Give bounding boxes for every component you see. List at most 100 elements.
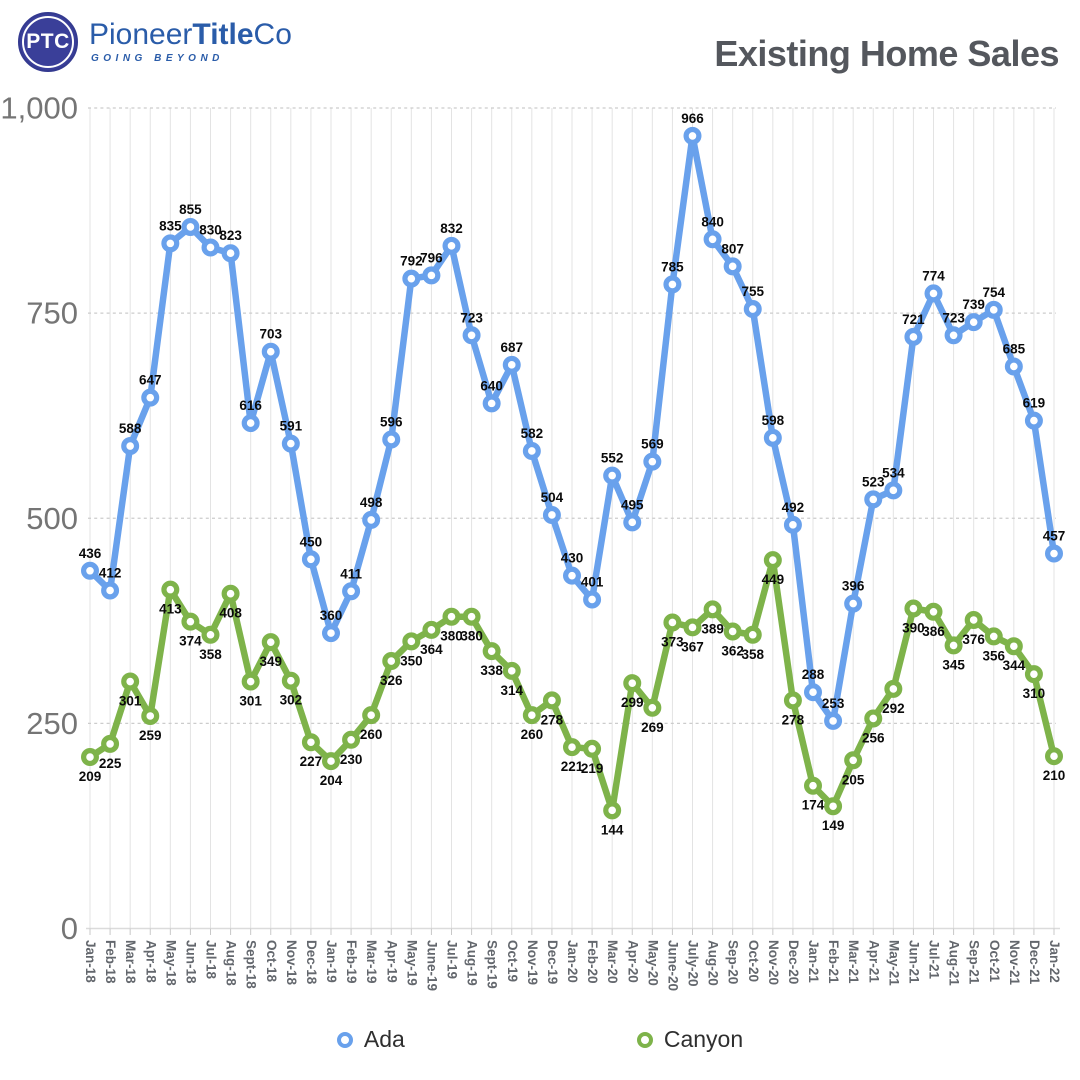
data-point bbox=[844, 751, 863, 770]
data-point bbox=[683, 126, 702, 145]
svg-text:Apr-19: Apr-19 bbox=[384, 940, 399, 983]
svg-text:292: 292 bbox=[882, 701, 905, 716]
svg-text:358: 358 bbox=[199, 647, 222, 662]
data-point bbox=[763, 551, 782, 570]
svg-text:259: 259 bbox=[139, 728, 162, 743]
svg-text:301: 301 bbox=[239, 694, 262, 709]
series-canyon bbox=[80, 551, 1063, 820]
data-point bbox=[281, 434, 300, 453]
data-point bbox=[402, 269, 421, 288]
data-point bbox=[1004, 357, 1023, 376]
svg-text:Jan-20: Jan-20 bbox=[565, 940, 580, 983]
svg-text:Nov-20: Nov-20 bbox=[766, 940, 781, 985]
svg-text:May-18: May-18 bbox=[163, 940, 178, 986]
svg-text:373: 373 bbox=[661, 634, 684, 649]
data-point bbox=[422, 266, 441, 285]
svg-text:278: 278 bbox=[541, 712, 564, 727]
svg-text:830: 830 bbox=[199, 222, 222, 237]
svg-text:807: 807 bbox=[721, 241, 744, 256]
brand-tagline: GOING BEYOND bbox=[91, 53, 224, 64]
svg-text:588: 588 bbox=[119, 421, 142, 436]
data-point bbox=[663, 613, 682, 632]
svg-text:0: 0 bbox=[61, 911, 78, 946]
data-point bbox=[1024, 665, 1043, 684]
svg-text:647: 647 bbox=[139, 373, 162, 388]
data-point bbox=[603, 466, 622, 485]
chart-legend: Ada Canyon bbox=[0, 1026, 1080, 1053]
pioneer-title-logo: PTC PioneerTitleCo GOING BEYOND bbox=[18, 12, 292, 72]
svg-text:Sep-20: Sep-20 bbox=[726, 940, 741, 984]
data-point bbox=[101, 734, 120, 753]
svg-text:227: 227 bbox=[300, 754, 323, 769]
svg-text:685: 685 bbox=[1003, 341, 1026, 356]
svg-text:755: 755 bbox=[741, 284, 764, 299]
data-point bbox=[101, 581, 120, 600]
svg-text:Mar-20: Mar-20 bbox=[605, 940, 620, 984]
data-point bbox=[442, 607, 461, 626]
svg-text:411: 411 bbox=[340, 566, 362, 581]
svg-text:754: 754 bbox=[982, 285, 1005, 300]
data-point bbox=[723, 622, 742, 641]
svg-text:364: 364 bbox=[420, 642, 443, 657]
data-point bbox=[944, 326, 963, 345]
data-point bbox=[261, 633, 280, 652]
svg-text:301: 301 bbox=[119, 694, 142, 709]
svg-text:492: 492 bbox=[782, 500, 805, 515]
svg-text:Nov-21: Nov-21 bbox=[1007, 940, 1022, 986]
data-point bbox=[924, 602, 943, 621]
data-point bbox=[562, 566, 581, 585]
svg-text:552: 552 bbox=[601, 451, 624, 466]
svg-text:380: 380 bbox=[440, 629, 463, 644]
svg-text:Aug-18: Aug-18 bbox=[224, 940, 239, 986]
svg-text:687: 687 bbox=[500, 340, 523, 355]
data-point bbox=[542, 505, 561, 524]
svg-text:338: 338 bbox=[480, 663, 503, 678]
data-point bbox=[743, 300, 762, 319]
svg-text:1,000: 1,000 bbox=[0, 91, 78, 126]
svg-text:May-21: May-21 bbox=[886, 940, 901, 986]
data-point bbox=[322, 624, 341, 643]
data-point bbox=[201, 238, 220, 257]
data-point bbox=[623, 513, 642, 532]
svg-text:569: 569 bbox=[641, 437, 664, 452]
svg-text:Apr-21: Apr-21 bbox=[866, 940, 881, 983]
svg-text:June-19: June-19 bbox=[424, 940, 439, 991]
data-point bbox=[301, 733, 320, 752]
data-point bbox=[322, 752, 341, 771]
data-point bbox=[1044, 544, 1063, 563]
data-point bbox=[181, 612, 200, 631]
data-point bbox=[141, 388, 160, 407]
svg-text:269: 269 bbox=[641, 720, 664, 735]
svg-text:Jul-18: Jul-18 bbox=[204, 940, 219, 980]
svg-text:796: 796 bbox=[420, 250, 443, 265]
legend-label-ada: Ada bbox=[363, 1026, 405, 1052]
svg-text:144: 144 bbox=[601, 822, 624, 837]
data-point bbox=[462, 326, 481, 345]
svg-text:Aug-20: Aug-20 bbox=[706, 940, 721, 986]
svg-text:523: 523 bbox=[862, 474, 885, 489]
svg-text:Feb-20: Feb-20 bbox=[585, 940, 600, 984]
data-point bbox=[803, 776, 822, 795]
data-point bbox=[362, 706, 381, 725]
data-point bbox=[884, 679, 903, 698]
data-point bbox=[824, 797, 843, 816]
svg-text:367: 367 bbox=[681, 639, 704, 654]
data-point bbox=[382, 652, 401, 671]
svg-text:703: 703 bbox=[259, 327, 282, 342]
brand-pioneer: Pioneer bbox=[89, 18, 193, 51]
legend-item-canyon: Canyon bbox=[636, 1026, 743, 1053]
svg-text:Feb-21: Feb-21 bbox=[826, 940, 841, 984]
x-axis-labels: Jan-18 Feb-18 Mar-18 Apr-18 May-18 Jun-18 Jul-… bbox=[83, 940, 1062, 991]
svg-text:449: 449 bbox=[762, 572, 785, 587]
data-point bbox=[944, 636, 963, 655]
ada-series-marker-icon bbox=[336, 1031, 353, 1048]
data-point bbox=[482, 642, 501, 661]
svg-text:Oct-19: Oct-19 bbox=[505, 940, 520, 982]
data-point bbox=[342, 730, 361, 749]
svg-text:221: 221 bbox=[561, 759, 584, 774]
svg-text:Nov-19: Nov-19 bbox=[525, 940, 540, 985]
svg-text:591: 591 bbox=[280, 419, 303, 434]
svg-text:Apr-20: Apr-20 bbox=[625, 940, 640, 983]
